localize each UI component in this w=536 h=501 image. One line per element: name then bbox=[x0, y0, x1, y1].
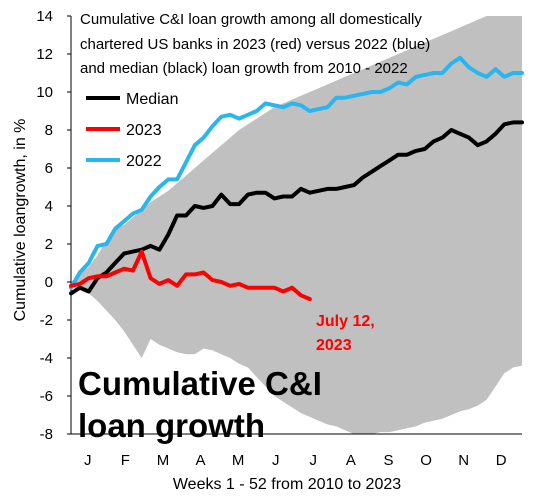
x-axis-label: Weeks 1 - 52 from 2010 to 2023 bbox=[173, 476, 401, 493]
x-tick-label: F bbox=[121, 452, 130, 469]
legend-label-median: Median bbox=[126, 91, 178, 108]
x-tick-label: N bbox=[458, 452, 469, 469]
y-tick-label: -6 bbox=[40, 388, 53, 405]
legend: Median 2023 2022 bbox=[86, 91, 178, 170]
y-tick-label: -4 bbox=[40, 350, 53, 367]
y-tick-label: 8 bbox=[45, 122, 53, 139]
range-band-layer bbox=[71, 16, 522, 434]
title-line-1: Cumulative C&I loan growth among all dom… bbox=[80, 11, 422, 28]
x-tick-label: J bbox=[272, 452, 280, 469]
y-axis-label: Cumulative loangrowth, in % bbox=[12, 119, 29, 322]
y-tick-label: 14 bbox=[36, 8, 53, 25]
x-tick-label: J bbox=[310, 452, 318, 469]
x-tick-label: J bbox=[84, 452, 92, 469]
x-tick-label: M bbox=[157, 452, 170, 469]
y-tick-label: 0 bbox=[45, 274, 53, 291]
x-tick-label: M bbox=[232, 452, 245, 469]
annotation-year: 2023 bbox=[316, 337, 352, 354]
series-line-2022 bbox=[69, 55, 524, 290]
x-tick-label: A bbox=[196, 452, 206, 469]
annotation-date: July 12, bbox=[316, 313, 375, 330]
series-layer bbox=[69, 55, 524, 302]
title-line-3: and median (black) loan growth from 2010… bbox=[80, 60, 408, 77]
big-label-line-2: loan growth bbox=[78, 407, 265, 444]
x-tick-label: D bbox=[496, 452, 507, 469]
title-line-2: chartered US banks in 2023 (red) versus … bbox=[80, 36, 430, 53]
range-band-area bbox=[71, 16, 522, 434]
x-tick-label: A bbox=[346, 452, 356, 469]
series-line-2023 bbox=[69, 249, 312, 302]
y-tick-label: 4 bbox=[45, 198, 53, 215]
y-tick-label: -8 bbox=[40, 426, 53, 443]
y-tick-label: 2 bbox=[45, 236, 53, 253]
y-tick-label: -2 bbox=[40, 312, 53, 329]
legend-label-2023: 2023 bbox=[126, 122, 162, 139]
y-tick-label: 6 bbox=[45, 160, 53, 177]
axes bbox=[70, 16, 522, 435]
big-label-line-1: Cumulative C&I bbox=[78, 365, 322, 402]
series-line-median bbox=[69, 120, 524, 296]
y-tick-labels: -8 -6 -4 -2 0 2 4 6 8 10 12 14 bbox=[36, 8, 71, 443]
y-tick-label: 12 bbox=[36, 46, 53, 63]
legend-label-2022: 2022 bbox=[126, 153, 162, 170]
x-tick-label: O bbox=[420, 452, 432, 469]
y-tick-label: 10 bbox=[36, 84, 53, 101]
x-tick-label: S bbox=[383, 452, 393, 469]
